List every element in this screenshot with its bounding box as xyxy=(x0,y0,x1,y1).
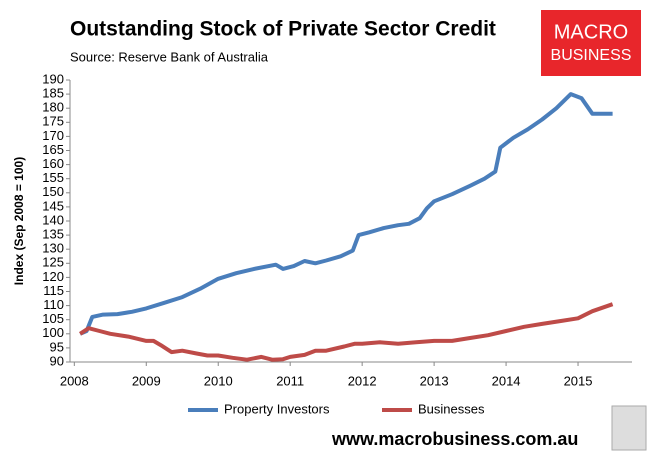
logo-box xyxy=(541,10,641,76)
y-tick-label: 155 xyxy=(42,170,64,185)
y-tick-label: 120 xyxy=(42,269,64,284)
y-tick-label: 160 xyxy=(42,156,64,171)
chart-title: Outstanding Stock of Private Sector Cred… xyxy=(70,18,496,41)
footer: www.macrobusiness.com.au xyxy=(331,429,578,449)
x-tick-label: 2015 xyxy=(564,373,593,388)
wolf-icon xyxy=(611,405,647,451)
y-tick-label: 95 xyxy=(50,339,64,354)
legend-label: Businesses xyxy=(418,401,485,416)
y-tick-label: 130 xyxy=(42,241,64,256)
y-tick-label: 115 xyxy=(43,283,64,298)
chart-subtitle: Source: Reserve Bank of Australia xyxy=(70,49,269,64)
y-tick-label: 175 xyxy=(42,114,64,129)
y-tick-label: 170 xyxy=(42,128,64,143)
y-tick-label: 140 xyxy=(42,212,64,227)
y-tick-label: 185 xyxy=(42,86,64,101)
y-tick-label: 125 xyxy=(42,255,64,270)
y-tick-label: 90 xyxy=(50,353,64,368)
y-tick-label: 180 xyxy=(42,100,64,115)
logo-text: MACRO xyxy=(554,21,628,43)
x-tick-label: 2013 xyxy=(420,373,449,388)
y-tick-label: 165 xyxy=(42,142,64,157)
y-tick-label: 190 xyxy=(42,71,64,86)
y-tick-label: 135 xyxy=(42,227,64,242)
series-line xyxy=(79,92,613,336)
series-line xyxy=(79,302,614,362)
x-tick-label: 2012 xyxy=(348,373,377,388)
y-tick-label: 100 xyxy=(42,325,64,340)
x-tick-label: 2011 xyxy=(276,373,304,388)
x-tick-label: 2014 xyxy=(492,373,521,388)
x-tick-label: 2009 xyxy=(132,373,161,388)
y-tick-label: 150 xyxy=(42,184,64,199)
y-tick-label: 145 xyxy=(42,198,64,213)
x-tick-label: 2008 xyxy=(60,373,89,388)
y-axis-label: Index (Sep 2008 = 100) xyxy=(12,157,26,285)
y-tick-label: 110 xyxy=(43,297,64,312)
legend-label: Property Investors xyxy=(224,401,330,416)
logo-text: BUSINESS xyxy=(551,47,632,64)
y-tick-label: 105 xyxy=(42,311,64,326)
x-tick-label: 2010 xyxy=(204,373,233,388)
